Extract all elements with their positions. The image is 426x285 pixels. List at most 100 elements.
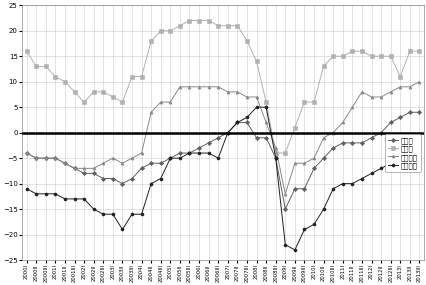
全規模 — [320, 156, 325, 160]
全規模 — [62, 162, 67, 165]
全規模 — [72, 167, 77, 170]
大企業 — [187, 19, 192, 22]
中堅企業 — [253, 95, 259, 99]
中堅企業 — [34, 156, 39, 160]
中小企業 — [225, 131, 230, 134]
中小企業 — [72, 197, 77, 201]
大企業 — [72, 90, 77, 93]
中堅企業 — [244, 95, 249, 99]
全規模 — [416, 111, 421, 114]
中小企業 — [292, 248, 297, 252]
中小企業 — [206, 151, 211, 155]
中堅企業 — [301, 162, 306, 165]
中堅企業 — [225, 90, 230, 93]
全規模 — [292, 187, 297, 190]
大企業 — [378, 54, 383, 58]
大企業 — [416, 49, 421, 53]
中小企業 — [101, 213, 106, 216]
大企業 — [24, 49, 29, 53]
全規模 — [378, 131, 383, 134]
全規模 — [253, 136, 259, 139]
大企業 — [91, 90, 96, 93]
全規模 — [330, 146, 335, 150]
中小企業 — [196, 151, 201, 155]
中小企業 — [148, 182, 153, 185]
中堅企業 — [120, 162, 125, 165]
中小企業 — [120, 228, 125, 231]
中堅企業 — [359, 90, 364, 93]
大企業 — [101, 90, 106, 93]
大企業 — [43, 65, 48, 68]
全規模 — [406, 111, 412, 114]
全規模 — [129, 177, 134, 180]
全規模 — [311, 167, 316, 170]
中小企業 — [311, 223, 316, 226]
中小企業 — [110, 213, 115, 216]
中小企業 — [301, 228, 306, 231]
中堅企業 — [340, 121, 345, 124]
中堅企業 — [91, 167, 96, 170]
中堅企業 — [196, 85, 201, 89]
Legend: 全規模, 大企業, 中堅企業, 中小企業: 全規模, 大企業, 中堅企業, 中小企業 — [384, 135, 420, 172]
中小企業 — [129, 213, 134, 216]
中堅企業 — [282, 192, 287, 196]
中堅企業 — [311, 156, 316, 160]
中小企業 — [330, 187, 335, 190]
大企業 — [311, 100, 316, 104]
中堅企業 — [330, 131, 335, 134]
中堅企業 — [215, 85, 220, 89]
大企業 — [34, 65, 39, 68]
大企業 — [110, 95, 115, 99]
中小企業 — [244, 116, 249, 119]
全規模 — [34, 156, 39, 160]
全規模 — [359, 141, 364, 144]
中堅企業 — [110, 156, 115, 160]
全規模 — [177, 151, 182, 155]
全規模 — [349, 141, 354, 144]
大企業 — [387, 54, 392, 58]
全規模 — [101, 177, 106, 180]
中小企業 — [91, 207, 96, 211]
全規模 — [167, 156, 173, 160]
中堅企業 — [158, 100, 163, 104]
全規模 — [24, 151, 29, 155]
大企業 — [158, 29, 163, 32]
中堅企業 — [148, 111, 153, 114]
中小企業 — [215, 156, 220, 160]
大企業 — [273, 151, 278, 155]
Line: 中堅企業: 中堅企業 — [25, 80, 420, 195]
中堅企業 — [24, 151, 29, 155]
中堅企業 — [101, 162, 106, 165]
Line: 中小企業: 中小企業 — [25, 106, 420, 251]
全規模 — [53, 156, 58, 160]
全規模 — [282, 207, 287, 211]
中小企業 — [167, 156, 173, 160]
大企業 — [196, 19, 201, 22]
中堅企業 — [187, 85, 192, 89]
中小企業 — [387, 162, 392, 165]
全規模 — [196, 146, 201, 150]
全規模 — [368, 136, 373, 139]
大企業 — [53, 75, 58, 78]
中堅企業 — [273, 146, 278, 150]
大企業 — [129, 75, 134, 78]
中堅企業 — [53, 156, 58, 160]
中小企業 — [34, 192, 39, 196]
全規模 — [340, 141, 345, 144]
大企業 — [62, 80, 67, 84]
中堅企業 — [206, 85, 211, 89]
全規模 — [206, 141, 211, 144]
大企業 — [340, 54, 345, 58]
中小企業 — [368, 172, 373, 175]
大企業 — [206, 19, 211, 22]
中堅企業 — [81, 167, 86, 170]
全規模 — [43, 156, 48, 160]
中堅企業 — [167, 100, 173, 104]
大企業 — [215, 24, 220, 27]
大企業 — [177, 24, 182, 27]
全規模 — [91, 172, 96, 175]
全規模 — [225, 131, 230, 134]
全規模 — [234, 121, 239, 124]
中小企業 — [81, 197, 86, 201]
中小企業 — [349, 182, 354, 185]
